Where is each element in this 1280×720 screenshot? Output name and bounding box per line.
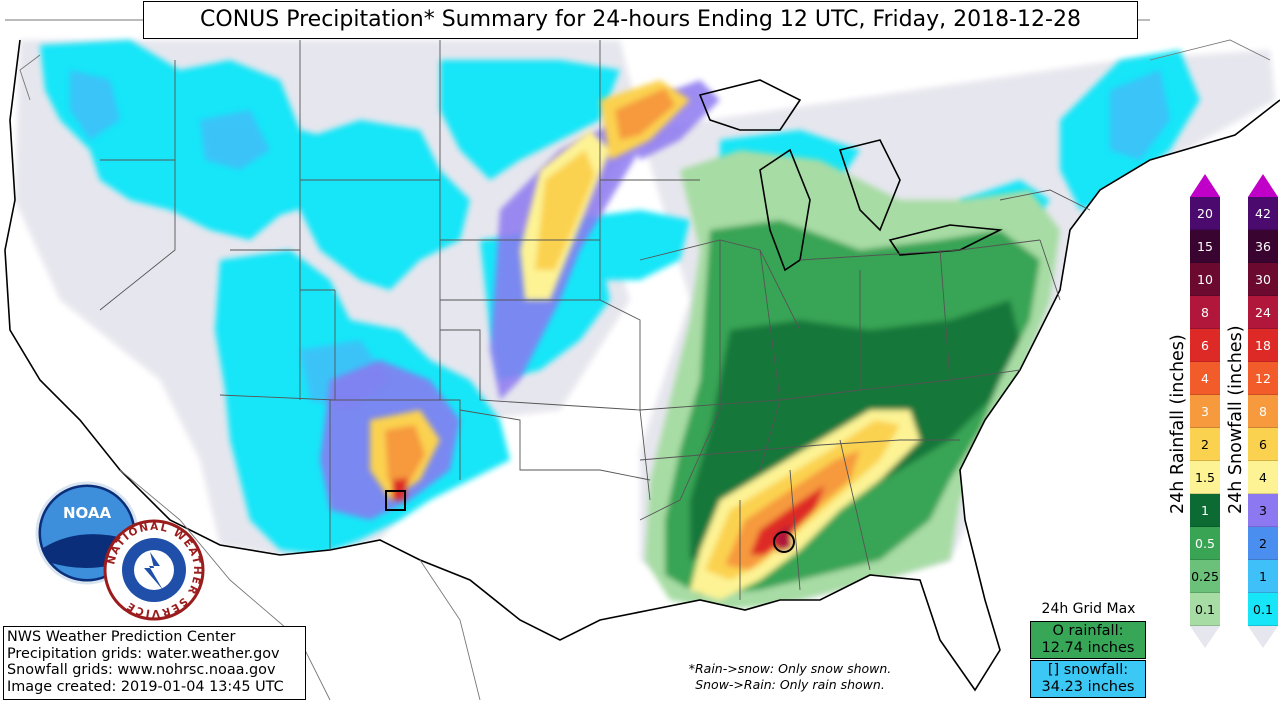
state-borders <box>99 40 1091 600</box>
rain-legend-level: 1 <box>1190 494 1220 527</box>
grid-max-rain-label: O rainfall: <box>1052 623 1124 639</box>
rain-legend-level: 0.25 <box>1190 560 1220 593</box>
snow-legend-level: 0.1 <box>1248 593 1278 626</box>
noaa-logo-text: NOAA <box>63 504 112 522</box>
note-line-1: *Rain->snow: Only snow shown. <box>688 661 892 676</box>
grid-max-rain-value: 12.74 inches <box>1041 640 1135 656</box>
snow-colorbar-bottom-arrow <box>1248 626 1278 648</box>
rain-legend-level: 6 <box>1190 329 1220 362</box>
snow-legend-level: 36 <box>1248 230 1278 263</box>
snow-colorbar-top-arrow <box>1248 174 1278 197</box>
map-title: CONUS Precipitation* Summary for 24-hour… <box>143 1 1138 39</box>
snow-legend-label: 24h Snowfall (inches) <box>1226 325 1246 514</box>
snow-legend-level: 18 <box>1248 329 1278 362</box>
rain-colorbar-bottom-arrow <box>1190 626 1220 648</box>
credit-line: Snowfall grids: www.nohrsc.noaa.gov <box>7 662 276 678</box>
snow-legend-level: 24 <box>1248 296 1278 329</box>
snow-legend-level: 3 <box>1248 494 1278 527</box>
grid-max-snow-value: 34.23 inches <box>1041 679 1135 695</box>
grid-max-snowfall: [] snowfall: 34.23 inches <box>1030 660 1146 698</box>
rain-max-marker <box>773 531 795 553</box>
snow-legend-level: 4 <box>1248 461 1278 494</box>
rain-legend-level: 2 <box>1190 428 1220 461</box>
rain-legend-level: 4 <box>1190 362 1220 395</box>
rain-legend-level: 10 <box>1190 263 1220 296</box>
rain-legend-level: 0.1 <box>1190 593 1220 626</box>
note-line-2: Snow->Rain: Only rain shown. <box>695 677 885 692</box>
snow-max-marker <box>385 490 406 511</box>
rain-legend-level: 0.5 <box>1190 527 1220 560</box>
rain-legend-level: 1.5 <box>1190 461 1220 494</box>
nws-logo <box>103 519 205 621</box>
credit-line: Image created: 2019-01-04 13:45 UTC <box>7 678 284 695</box>
rain-legend-level: 20 <box>1190 197 1220 230</box>
grid-max-rainfall: O rainfall: 12.74 inches <box>1030 621 1146 659</box>
precip-field <box>15 40 1275 610</box>
snow-legend-level: 30 <box>1248 263 1278 296</box>
snow-legend-level: 42 <box>1248 197 1278 230</box>
grid-max-title: 24h Grid Max <box>1041 601 1136 617</box>
snow-legend-level: 1 <box>1248 560 1278 593</box>
credit-line: Precipitation grids: water.weather.gov <box>7 645 280 662</box>
snow-legend-level: 8 <box>1248 395 1278 428</box>
credit-line: NWS Weather Prediction Center <box>7 629 236 645</box>
credits-box: NWS Weather Prediction Center Precipitat… <box>3 626 306 700</box>
grid-max-snow-label: [] snowfall: <box>1047 662 1129 678</box>
rain-colorbar-top-arrow <box>1190 174 1220 197</box>
snow-legend-level: 6 <box>1248 428 1278 461</box>
rain-legend-level: 8 <box>1190 296 1220 329</box>
snow-legend-level: 2 <box>1248 527 1278 560</box>
rain-legend-level: 3 <box>1190 395 1220 428</box>
rain-legend-label: 24h Rainfall (inches) <box>1168 334 1188 514</box>
rain-legend-level: 15 <box>1190 230 1220 263</box>
snow-legend-level: 12 <box>1248 362 1278 395</box>
precip-type-note: *Rain->snow: Only snow shown. Snow->Rain… <box>640 661 940 693</box>
